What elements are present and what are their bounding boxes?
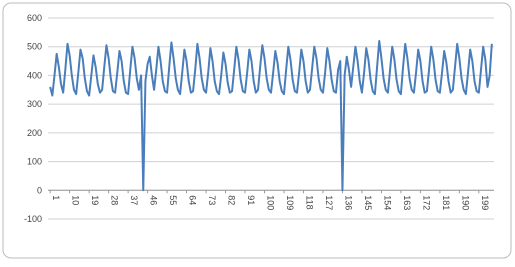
y-tick-label: 500 <box>27 42 42 52</box>
x-tick-label: 118 <box>304 195 314 209</box>
y-tick-label: 0 <box>37 185 42 195</box>
x-tick-label: 190 <box>460 195 470 210</box>
x-tick-label: 19 <box>90 195 100 205</box>
y-tick-label: 200 <box>27 128 42 138</box>
x-tick-label: 55 <box>168 195 178 205</box>
x-tick-label: 199 <box>480 195 490 210</box>
y-tick-label: 100 <box>27 157 42 167</box>
x-tick-label: 10 <box>71 195 81 205</box>
x-tick-label: 181 <box>441 195 451 210</box>
line <box>49 39 493 192</box>
y-tick-label: 400 <box>27 70 42 80</box>
y-tick-label: 300 <box>27 99 42 109</box>
x-tick-label: 100 <box>266 195 276 210</box>
x-tick-label: 127 <box>324 195 334 210</box>
x-tick-label: 28 <box>110 195 120 205</box>
x-tick-label: 1 <box>51 195 61 200</box>
x-tick-label: 163 <box>402 195 412 210</box>
x-tick-label: 91 <box>246 195 256 205</box>
x-tick-label: 145 <box>363 195 373 210</box>
x-tick-label: 154 <box>382 195 392 210</box>
x-tick-label: 46 <box>149 195 159 205</box>
x-tick-label: 172 <box>421 195 431 210</box>
chart-frame <box>2 2 512 259</box>
y-tick-label: -100 <box>24 214 42 224</box>
x-tick-label: 136 <box>343 195 353 210</box>
x-tick-label: 82 <box>227 195 237 205</box>
y-tick-label: 600 <box>27 13 42 23</box>
x-tick-label: 64 <box>188 195 198 205</box>
x-tick-label: 37 <box>129 195 139 205</box>
x-tick-label: 109 <box>285 195 295 210</box>
x-tick-label: 73 <box>207 195 217 205</box>
